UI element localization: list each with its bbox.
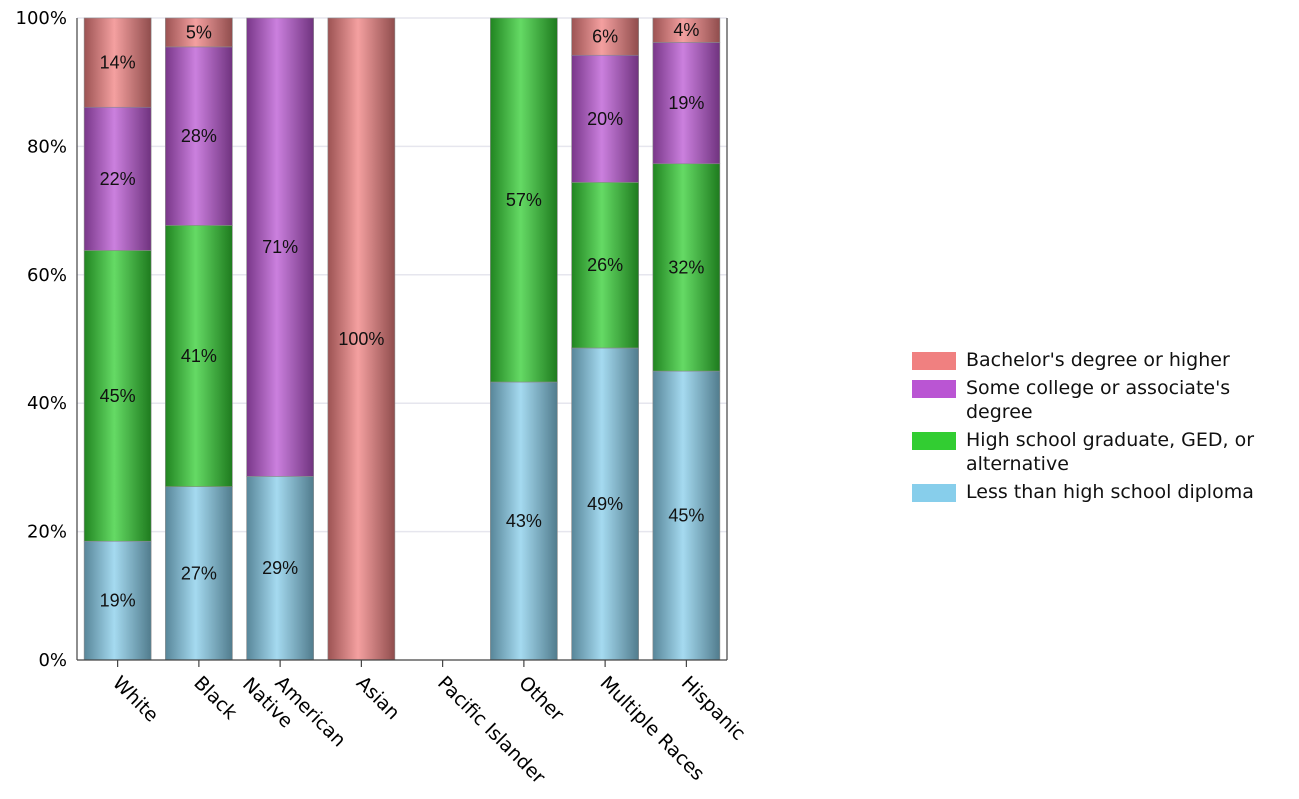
legend-item[interactable]: Bachelor's degree or higher [912,348,1297,372]
data-label: 4% [673,20,699,40]
y-tick-label: 100% [16,8,67,29]
data-label: 100% [338,329,384,349]
legend-label: Bachelor's degree or higher [966,349,1230,371]
x-tick-label: Asian [352,672,404,724]
data-labels: 19% 45% 22% 14% 27% 41% 28% 5% 29% 71% 100% 43% 57% 4… [100,20,705,610]
legend-label: High school graduate, GED, or alternativ… [966,429,1255,475]
data-label: 26% [587,255,623,275]
legend-swatch [912,484,956,502]
legend-item[interactable]: High school graduate, GED, or alternativ… [912,428,1297,476]
data-label: 6% [592,27,618,47]
data-label: 28% [181,126,217,146]
data-label: 41% [181,346,217,366]
bar-segment[interactable] [246,17,314,477]
x-tick-label: Hispanic [677,672,750,745]
y-tick-label: 80% [27,136,67,157]
data-label: 14% [100,53,136,73]
bar-segment[interactable] [652,163,721,372]
legend: Bachelor's degree or higher Some college… [912,348,1297,508]
bar-segment[interactable] [652,42,721,165]
data-label: 71% [262,237,298,257]
bar-segment[interactable] [327,17,396,661]
bar-segment[interactable] [571,182,639,349]
legend-swatch [912,432,956,450]
data-label: 43% [506,511,542,531]
legend-item[interactable]: Less than high school diploma [912,480,1297,504]
legend-item[interactable]: Some college or associate's degree [912,376,1297,424]
x-tick-label: Other [514,672,568,726]
data-label: 57% [506,190,542,210]
bar-segment[interactable] [652,370,721,661]
data-label: 19% [668,93,704,113]
bar-segment[interactable] [165,17,233,48]
bar-segment[interactable] [83,250,152,542]
data-label: 20% [587,109,623,129]
data-label: 49% [587,494,623,514]
legend-swatch [912,352,956,370]
data-label: 5% [186,22,212,42]
y-tick-label: 20% [27,522,67,543]
bar-segment[interactable] [83,540,152,661]
data-label: 29% [262,558,298,578]
y-tick-label: 0% [38,650,67,671]
x-tick-label: White [108,672,163,727]
y-tick-label: 60% [27,265,67,286]
legend-label: Some college or associate's degree [966,377,1231,423]
bar-segment[interactable] [165,486,233,661]
bar-segment[interactable] [165,46,233,226]
bar-segment[interactable] [490,381,558,661]
data-label: 45% [668,506,704,526]
bar-segment[interactable] [571,347,639,661]
bar-segment[interactable] [571,54,639,183]
x-tick-label: AmericanNative [238,656,350,768]
bars [83,17,721,661]
bar-segment[interactable] [652,17,721,43]
y-tick-label: 40% [27,393,67,414]
data-label: 22% [100,169,136,189]
bar-segment[interactable] [490,17,558,383]
data-label: 19% [100,591,136,611]
data-label: 45% [100,386,136,406]
bar-segment[interactable] [571,17,639,56]
data-label: 27% [181,563,217,583]
legend-swatch [912,380,956,398]
x-tick-label: Black [189,672,241,724]
data-label: 32% [668,257,704,277]
bar-segment[interactable] [83,17,152,108]
bar-segment[interactable] [246,476,314,661]
legend-label: Less than high school diploma [966,481,1254,503]
